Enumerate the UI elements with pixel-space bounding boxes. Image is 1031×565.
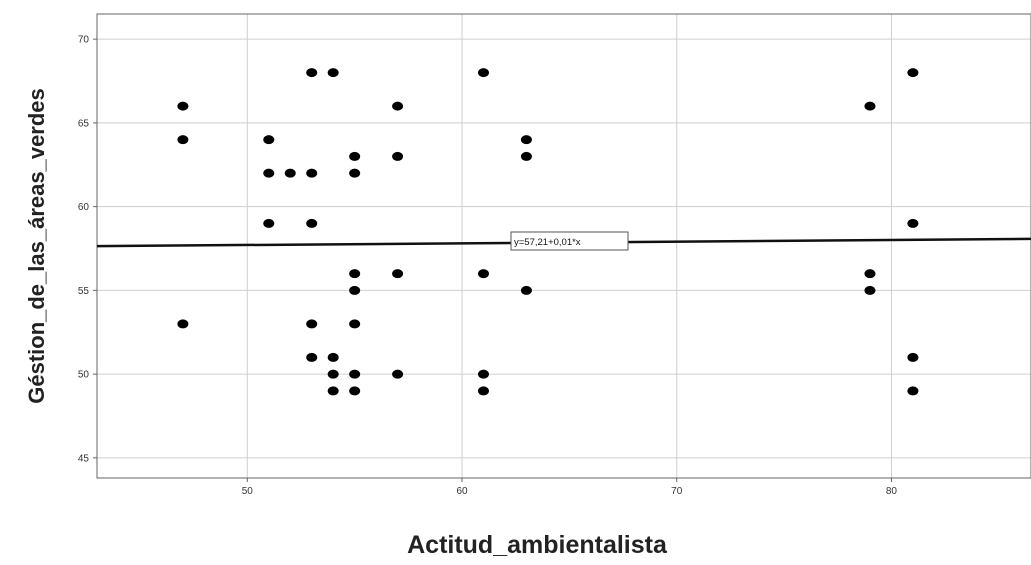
data-point (520, 285, 532, 295)
data-point (864, 285, 876, 295)
data-point (864, 101, 876, 111)
y-tick-label: 55 (78, 286, 90, 297)
data-point (864, 269, 876, 279)
data-point (907, 386, 919, 396)
fit-line-label: y=57,21+0,01*x (510, 231, 629, 251)
data-point (520, 151, 532, 161)
data-point (907, 218, 919, 228)
data-point (284, 168, 296, 178)
y-tick-label: 45 (78, 453, 90, 464)
data-point (327, 369, 339, 379)
data-points (177, 68, 919, 396)
data-point (327, 386, 339, 396)
x-tick-label: 50 (242, 486, 254, 497)
data-point (477, 68, 489, 78)
data-point (907, 68, 919, 78)
data-point (349, 269, 361, 279)
fit-line-label-box (510, 231, 629, 251)
data-point (907, 352, 919, 362)
data-point (349, 386, 361, 396)
data-point (306, 68, 318, 78)
y-axis-title: Géstion_de_las_áreas_verdes (24, 88, 49, 404)
fit-line-label-text: y=57,21+0,01*x (514, 237, 581, 248)
data-point (349, 369, 361, 379)
data-point (477, 269, 489, 279)
x-axis-title: Actitud_ambientalista (407, 531, 668, 559)
data-point (263, 135, 275, 145)
data-point (306, 218, 318, 228)
data-point (349, 168, 361, 178)
data-point (177, 319, 189, 329)
data-point (477, 386, 489, 396)
data-point (327, 68, 339, 78)
y-tick-label: 70 (78, 35, 90, 46)
data-point (306, 168, 318, 178)
data-point (392, 369, 404, 379)
data-point (177, 101, 189, 111)
data-point (349, 151, 361, 161)
x-tick-label: 80 (886, 486, 898, 497)
data-point (349, 285, 361, 295)
x-tick-label: 60 (456, 486, 468, 497)
data-point (327, 352, 339, 362)
data-point (520, 135, 532, 145)
data-point (349, 319, 361, 329)
data-point (392, 269, 404, 279)
x-axis-ticks: 50 60 70 80 (242, 478, 898, 497)
data-point (263, 168, 275, 178)
data-point (263, 218, 275, 228)
data-point (392, 101, 404, 111)
gridlines (97, 14, 1031, 478)
data-point (306, 319, 318, 329)
data-point (392, 151, 404, 161)
y-axis-ticks: 45 50 55 60 65 70 (78, 35, 97, 464)
y-tick-label: 60 (78, 202, 90, 213)
y-tick-label: 65 (78, 118, 90, 129)
x-tick-label: 70 (671, 486, 683, 497)
y-tick-label: 50 (78, 370, 90, 381)
data-point (306, 352, 318, 362)
data-point (177, 135, 189, 145)
data-point (477, 369, 489, 379)
